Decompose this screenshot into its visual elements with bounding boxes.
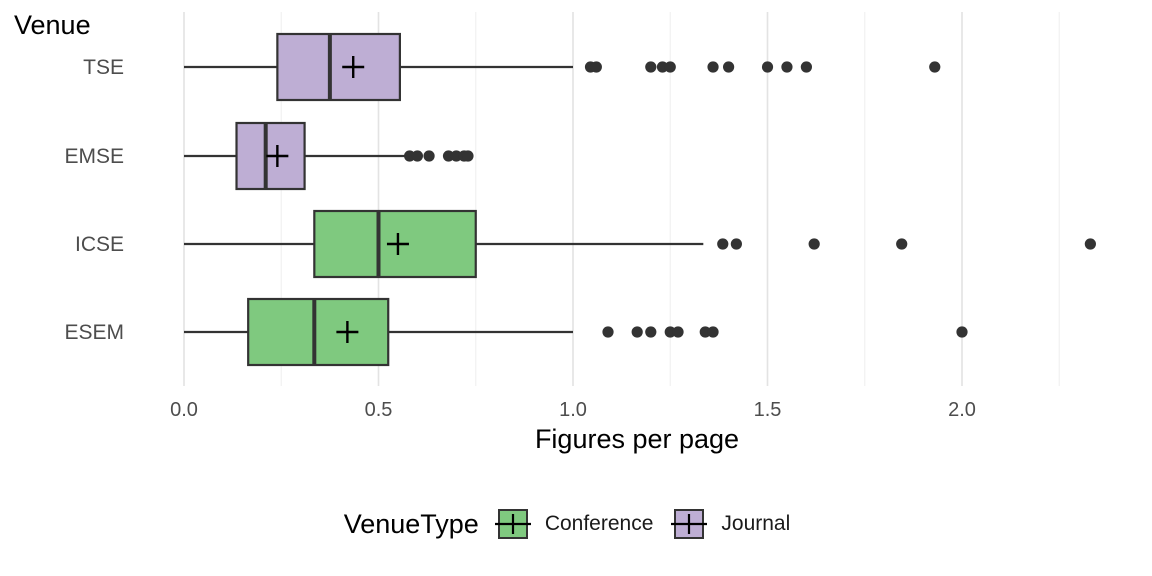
outlier-point xyxy=(450,150,462,162)
box-tse xyxy=(184,32,941,102)
legend-label-journal: Journal xyxy=(721,512,791,535)
outlier-point xyxy=(761,61,774,73)
outlier-point xyxy=(808,238,820,250)
outlier-point xyxy=(423,150,435,162)
outlier-point xyxy=(717,238,729,250)
outlier-point xyxy=(929,61,941,73)
legend: VenueType Conference Journal xyxy=(0,502,1152,546)
x-tick-label: 1.5 xyxy=(754,399,782,421)
y-tick-label: ESEM xyxy=(64,321,124,344)
y-tick-label: EMSE xyxy=(64,145,124,168)
box-iqr xyxy=(247,297,390,367)
outlier-point xyxy=(411,150,423,162)
legend-key-conference xyxy=(494,509,531,539)
y-axis-categories: TSE EMSE ICSE ESEM xyxy=(64,56,124,344)
outlier-point xyxy=(590,61,602,73)
outlier-point xyxy=(664,61,676,73)
legend-item-journal: Journal xyxy=(671,506,790,542)
outlier-point xyxy=(664,326,676,338)
outlier-point xyxy=(404,150,416,162)
outlier-point xyxy=(956,326,968,338)
x-axis-label: Figures per page xyxy=(534,424,740,454)
outlier-point xyxy=(1084,238,1096,250)
box-icse xyxy=(184,209,1096,279)
chart-title: Venue xyxy=(14,10,91,40)
outlier-point xyxy=(723,61,735,73)
outlier-point xyxy=(645,61,657,73)
outlier-point xyxy=(462,150,474,162)
x-axis-ticks: 0.0 0.5 1.0 1.5 2.0 xyxy=(170,399,976,421)
legend-key-journal xyxy=(671,509,708,539)
outlier-point xyxy=(645,326,657,338)
outlier-point xyxy=(707,61,719,73)
outlier-point xyxy=(656,61,669,73)
x-tick-label: 1.0 xyxy=(559,399,587,421)
outlier-point xyxy=(699,326,711,338)
x-tick-label: 2.0 xyxy=(948,399,976,421)
outlier-point xyxy=(442,150,455,162)
box-iqr xyxy=(276,32,401,102)
y-tick-label: TSE xyxy=(83,56,124,79)
outlier-point xyxy=(781,61,793,73)
legend-label-conference: Conference xyxy=(544,512,654,535)
outlier-point xyxy=(800,61,813,73)
outlier-point xyxy=(896,238,908,250)
outlier-point xyxy=(631,326,643,338)
x-tick-label: 0.5 xyxy=(365,399,393,421)
box-emse xyxy=(184,121,474,191)
y-tick-label: ICSE xyxy=(75,233,124,256)
legend-title: VenueType xyxy=(343,508,479,539)
outlier-point xyxy=(602,326,614,338)
box-esem xyxy=(184,297,968,367)
legend-item-conference: Conference xyxy=(494,506,654,542)
outlier-point xyxy=(672,326,684,338)
outlier-point xyxy=(707,326,719,338)
outlier-point xyxy=(730,238,742,250)
boxes xyxy=(184,32,1096,367)
x-tick-label: 0.0 xyxy=(170,399,198,421)
